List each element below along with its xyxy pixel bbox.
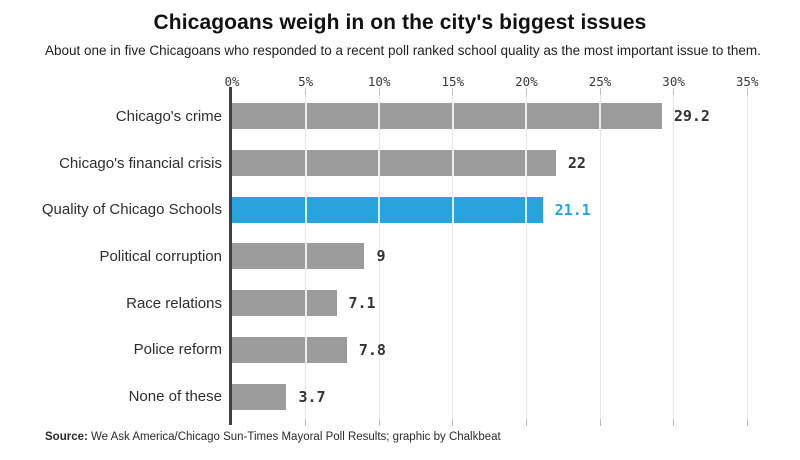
bar-row: None of these 3.7 — [0, 373, 800, 420]
category-label: Chicago's crime — [115, 107, 222, 125]
value-label: 22 — [567, 154, 586, 173]
source-note: Source: We Ask America/Chicago Sun-Times… — [45, 431, 501, 443]
gridline-over-bar — [304, 290, 307, 317]
bar — [232, 243, 365, 270]
bar-area: 9 — [232, 233, 800, 280]
gridline-over-bar — [451, 150, 454, 177]
bar-row: Race relations 7.1 — [0, 280, 800, 327]
gridline-over-bar — [525, 196, 528, 223]
axis-tick-label: 20% — [515, 74, 538, 89]
chart-subtitle: About one in five Chicagoans who respond… — [45, 43, 761, 58]
gridline-over-bar — [378, 103, 381, 130]
source-label: Source: — [45, 431, 88, 443]
axis-tick-label: 15% — [441, 74, 465, 89]
x-axis-tick-labels: 0% 5% 10% 15% 20% 25% 30% 35% — [0, 74, 800, 89]
axis-tick — [452, 419, 454, 426]
category-label: Political corruption — [99, 247, 222, 265]
gridline-over-bar — [304, 150, 307, 177]
bar-row: Chicago's crime 29.2 — [0, 93, 800, 140]
axis-tick-label: 35% — [735, 74, 759, 89]
source-text: We Ask America/Chicago Sun-Times Mayoral… — [87, 431, 501, 443]
axis-tick-label: 0% — [224, 74, 240, 89]
value-label: 9 — [376, 247, 386, 266]
bar-row: Police reform 7.8 — [0, 327, 800, 374]
bar — [232, 196, 543, 223]
bar — [232, 150, 556, 177]
bar-area: 7.1 — [232, 280, 800, 327]
gridline-over-bar — [525, 103, 528, 130]
value-label: 7.8 — [358, 340, 386, 359]
axis-tick — [599, 419, 601, 426]
bar-row: Chicago's financial crisis 22 — [0, 140, 800, 187]
bar-row: Quality of Chicago Schools 21.1 — [0, 186, 800, 233]
gridline-over-bar — [304, 336, 307, 363]
bar-area: 3.7 — [232, 373, 800, 420]
gridline-over-bar — [599, 103, 601, 130]
category-label: Chicago's financial crisis — [59, 154, 222, 172]
gridline-over-bar — [304, 196, 307, 223]
category-label: Quality of Chicago Schools — [41, 201, 222, 219]
gridline-over-bar — [378, 196, 381, 223]
bar-area: 21.1 — [232, 186, 800, 233]
axis-tick — [673, 419, 675, 426]
axis-tick — [378, 419, 380, 426]
value-label: 29.2 — [673, 107, 710, 126]
axis-tick-label: 30% — [662, 74, 685, 89]
axis-tick — [305, 419, 307, 426]
axis-tick-label: 10% — [367, 74, 391, 89]
bar — [232, 103, 662, 130]
category-label: Police reform — [133, 341, 222, 359]
bar — [232, 290, 337, 317]
gridline-over-bar — [304, 243, 307, 270]
chart-title: Chicagoans weigh in on the city's bigges… — [153, 11, 647, 34]
axis-tick-label: 25% — [588, 74, 612, 89]
bar — [232, 383, 287, 410]
bar — [232, 336, 347, 363]
axis-tick — [746, 419, 748, 426]
bar-chart-plot: Chicago's crime 29.2 Chicago's financial c… — [0, 87, 800, 426]
gridline-over-bar — [304, 103, 307, 130]
gridline-over-bar — [451, 103, 454, 130]
axis-tick — [525, 419, 527, 426]
bar-row: Political corruption 9 — [0, 233, 800, 280]
gridline-over-bar — [378, 150, 381, 177]
bar-area: 29.2 — [232, 93, 800, 140]
value-label: 7.1 — [348, 294, 376, 313]
gridline-over-bar — [451, 196, 454, 223]
value-label: 21.1 — [554, 200, 591, 219]
bar-area: 7.8 — [232, 327, 800, 374]
bar-area: 22 — [232, 140, 800, 187]
gridline-over-bar — [525, 150, 528, 177]
category-label: None of these — [128, 388, 222, 406]
y-axis-line — [229, 87, 232, 425]
axis-tick-label: 5% — [298, 74, 314, 89]
category-label: Race relations — [126, 294, 222, 312]
value-label: 3.7 — [298, 387, 326, 406]
